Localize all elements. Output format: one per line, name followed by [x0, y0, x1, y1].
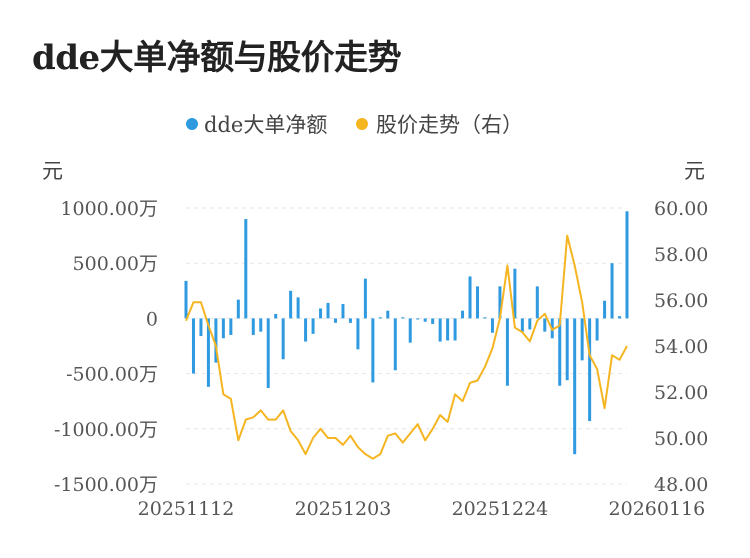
- bar: [408, 318, 412, 343]
- bar: [453, 318, 457, 341]
- right-tick-label: 50.00: [654, 428, 708, 450]
- bar: [618, 316, 622, 319]
- bar: [490, 318, 494, 333]
- bar: [580, 318, 584, 361]
- bar: [461, 310, 465, 319]
- bar: [625, 211, 629, 319]
- bar: [446, 318, 450, 341]
- x-axis-ticks: 20251112 20251203 20251224 20260116: [138, 498, 706, 520]
- legend: dde大单净额 股价走势（右）: [186, 113, 523, 137]
- right-tick-label: 48.00: [654, 474, 708, 496]
- bar: [438, 318, 442, 342]
- right-tick-label: 56.00: [654, 290, 708, 312]
- bar: [244, 219, 248, 319]
- bar: [543, 318, 547, 332]
- left-tick-label: 0: [146, 308, 158, 330]
- bar: [319, 308, 323, 319]
- bar: [289, 290, 293, 319]
- right-tick-label: 60.00: [654, 198, 708, 220]
- bar: [520, 318, 524, 332]
- left-axis-ticks: 1000.00万 500.00万 0 -500.00万 -1000.00万 -1500.0…: [54, 198, 158, 496]
- bar: [296, 297, 300, 319]
- bar: [214, 318, 218, 363]
- bar: [326, 302, 330, 319]
- bar: [505, 318, 509, 386]
- bar: [199, 318, 203, 337]
- right-tick-label: 52.00: [654, 382, 708, 404]
- bar: [573, 318, 577, 455]
- legend-label-dde: dde大单净额: [204, 113, 327, 137]
- left-axis-unit: 元: [42, 159, 63, 183]
- left-tick-label: 500.00万: [73, 253, 158, 275]
- bar: [558, 318, 562, 386]
- bar: [266, 318, 270, 388]
- bar: [498, 286, 502, 319]
- bar: [386, 310, 390, 319]
- bar-series-dde: [184, 211, 629, 455]
- bar: [229, 318, 233, 335]
- bar: [333, 318, 337, 323]
- right-axis-unit: 元: [684, 159, 705, 183]
- right-axis-ticks: 60.00 58.00 56.00 54.00 52.00 50.00 48.00: [654, 198, 708, 496]
- bar: [528, 318, 532, 330]
- bar: [378, 317, 382, 319]
- right-tick-label: 54.00: [654, 336, 708, 358]
- bar: [588, 318, 592, 422]
- bar: [401, 317, 405, 319]
- x-tick-label: 20260116: [609, 498, 706, 520]
- x-tick-label: 20251112: [138, 498, 235, 520]
- bar: [431, 318, 435, 324]
- left-tick-label: -1500.00万: [54, 474, 158, 496]
- bar: [513, 268, 517, 319]
- bar: [304, 318, 308, 342]
- bar: [251, 318, 255, 335]
- legend-marker-dde: [186, 118, 198, 130]
- left-tick-label: -1000.00万: [54, 419, 158, 441]
- bar: [535, 286, 539, 319]
- bar: [281, 318, 285, 360]
- bar: [341, 304, 345, 319]
- legend-marker-price: [356, 118, 368, 130]
- chart-title: dde大单净额与股价走势: [32, 38, 402, 78]
- bar: [348, 318, 352, 323]
- bar: [221, 318, 225, 339]
- bar: [259, 318, 263, 332]
- right-tick-label: 58.00: [654, 244, 708, 266]
- left-tick-label: -500.00万: [66, 364, 158, 386]
- bar: [603, 300, 607, 319]
- bar: [206, 318, 210, 387]
- bar: [595, 318, 599, 341]
- bar: [483, 317, 487, 319]
- bar: [363, 278, 367, 319]
- bar: [311, 318, 315, 334]
- bar: [565, 318, 569, 381]
- bar: [236, 299, 240, 319]
- legend-label-price: 股价走势（右）: [376, 113, 523, 137]
- bar: [274, 313, 278, 319]
- bar: [423, 318, 427, 322]
- bar: [356, 318, 360, 350]
- bar: [191, 318, 195, 374]
- x-tick-label: 20251224: [452, 498, 549, 520]
- line-series-price: [185, 234, 628, 460]
- x-tick-label: 20251203: [295, 498, 392, 520]
- bar: [416, 318, 420, 320]
- price-line: [185, 234, 628, 460]
- bar: [476, 286, 480, 319]
- bar: [371, 318, 375, 383]
- bar: [184, 280, 188, 319]
- bar: [393, 318, 397, 371]
- bar: [610, 263, 614, 319]
- bar: [468, 276, 472, 319]
- left-tick-label: 1000.00万: [60, 198, 158, 220]
